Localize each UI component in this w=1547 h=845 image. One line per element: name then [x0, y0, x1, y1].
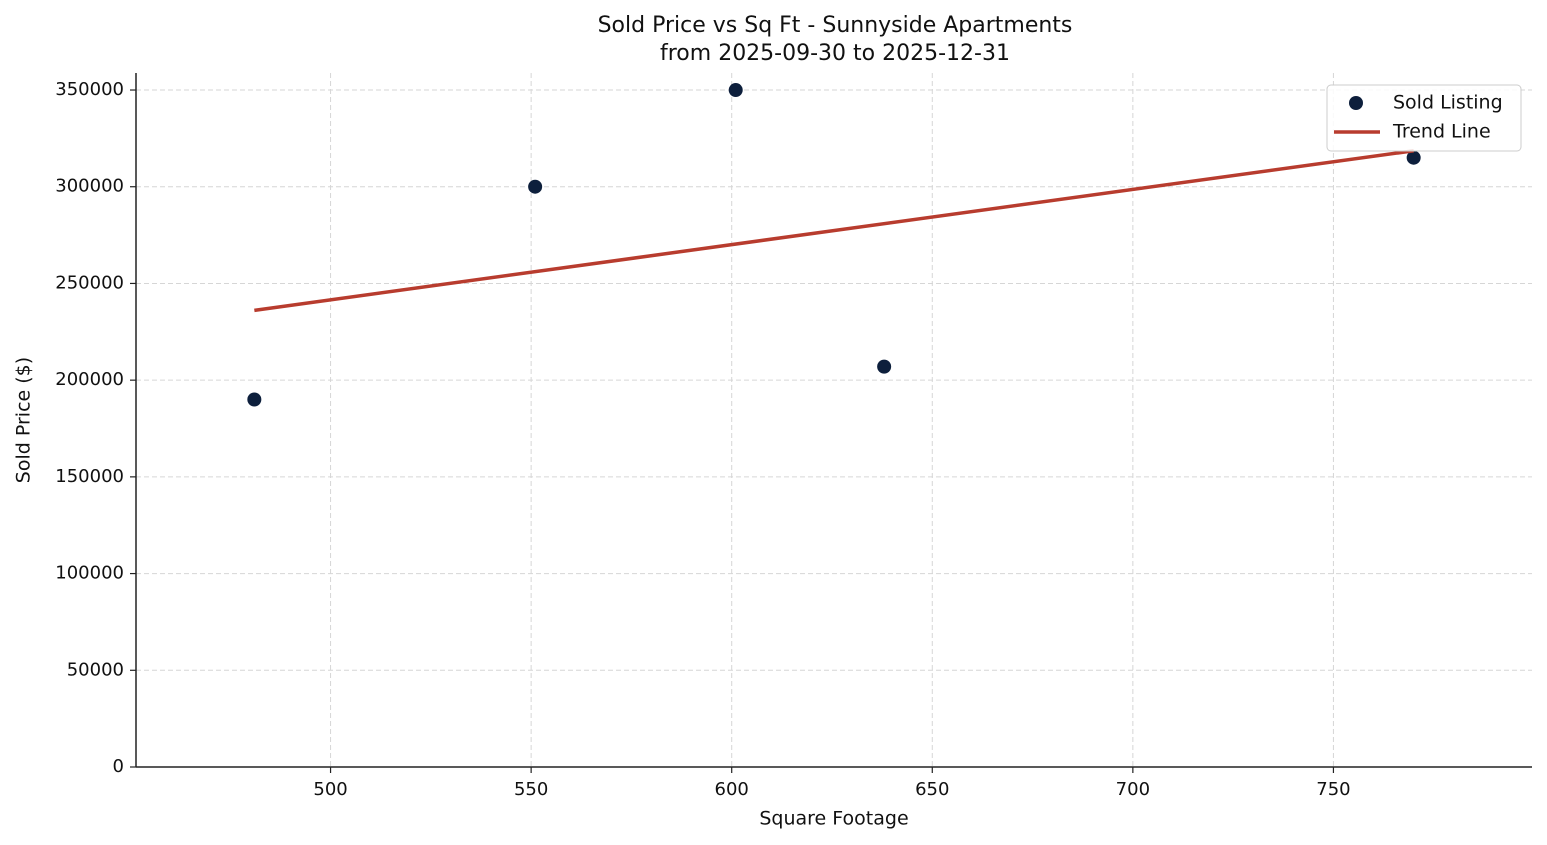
point — [247, 392, 262, 407]
y-tick-label: 150000 — [55, 466, 124, 487]
x-tick-label: 500 — [313, 779, 347, 800]
chart-subtitle: from 2025-09-30 to 2025-12-31 — [660, 41, 1010, 66]
marks — [247, 83, 1421, 407]
legend-label: Sold Listing — [1393, 92, 1503, 114]
trend-line — [254, 149, 1414, 313]
y-axis-label: Sold Price ($) — [13, 357, 35, 483]
legend: Sold Listing Trend Line — [1326, 84, 1522, 152]
legend-box — [1326, 84, 1522, 152]
point — [528, 179, 543, 194]
grid — [136, 73, 1532, 768]
x-axis-label: Square Footage — [759, 808, 908, 830]
chart-title: Sold Price vs Sq Ft - Sunnyside Apartmen… — [598, 13, 1073, 38]
y-tick-label: 350000 — [55, 79, 124, 100]
x-tick-label: 750 — [1316, 779, 1350, 800]
x-tick-label: 700 — [1116, 779, 1150, 800]
x-tick-label: 600 — [715, 779, 749, 800]
y-tick-label: 200000 — [55, 369, 124, 390]
y-tick-label: 50000 — [67, 659, 124, 680]
point — [728, 83, 743, 98]
point — [877, 359, 892, 374]
legend-label: Trend Line — [1392, 121, 1491, 143]
x-tick-label: 550 — [514, 779, 548, 800]
point — [1406, 150, 1421, 165]
legend-marker — [1349, 96, 1363, 110]
y-tick-label: 0 — [113, 756, 124, 777]
x-tick-label: 650 — [915, 779, 949, 800]
y-tick-label: 300000 — [55, 176, 124, 197]
y-tick-label: 250000 — [55, 272, 124, 293]
y-tick-label: 100000 — [55, 563, 124, 584]
